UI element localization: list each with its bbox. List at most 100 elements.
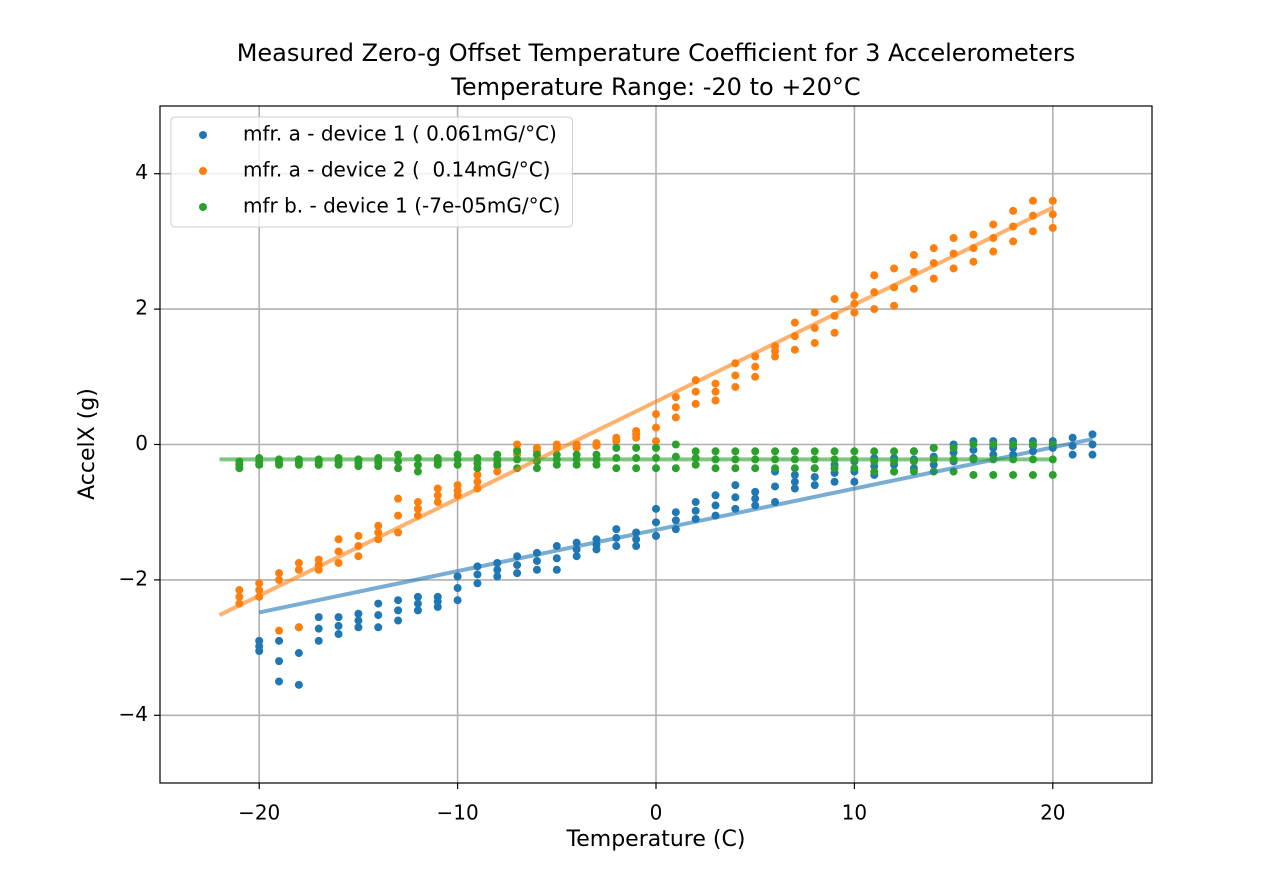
point xyxy=(394,616,403,625)
point xyxy=(671,508,680,517)
point xyxy=(790,447,799,456)
point xyxy=(453,572,462,581)
point xyxy=(235,592,244,601)
point xyxy=(771,447,780,456)
y-tick-label: −4 xyxy=(119,702,148,726)
point xyxy=(870,447,879,456)
y-tick-label: −2 xyxy=(119,566,148,590)
point xyxy=(354,616,363,625)
point xyxy=(969,257,978,266)
legend: mfr. a - device 1 ( 0.061mG/°C) mfr. a - … xyxy=(170,116,573,228)
point xyxy=(1048,196,1057,205)
point xyxy=(790,484,799,493)
point xyxy=(612,433,621,442)
point xyxy=(433,592,442,601)
point xyxy=(275,636,284,645)
point xyxy=(870,305,879,314)
point xyxy=(810,308,819,317)
point xyxy=(632,443,641,452)
legend-box xyxy=(170,116,573,228)
fit-line xyxy=(218,205,1054,617)
point xyxy=(374,599,383,608)
point xyxy=(1028,227,1037,236)
point xyxy=(1009,237,1018,246)
point xyxy=(314,555,323,564)
point xyxy=(652,504,660,513)
point xyxy=(433,498,442,507)
point xyxy=(413,460,422,469)
point xyxy=(294,623,303,632)
point xyxy=(334,535,343,544)
point xyxy=(731,447,740,456)
point xyxy=(652,518,660,527)
point xyxy=(691,506,700,515)
x-tick-label: 20 xyxy=(1040,801,1065,825)
point xyxy=(532,464,541,473)
point xyxy=(255,586,264,595)
point xyxy=(711,387,720,396)
point xyxy=(909,467,918,476)
point xyxy=(334,613,343,622)
point xyxy=(632,426,641,435)
chart-subtitle: Temperature Range: -20 to +20°C xyxy=(450,73,860,101)
point xyxy=(334,558,343,567)
point xyxy=(671,403,680,412)
point xyxy=(751,362,760,371)
point xyxy=(671,464,680,473)
point xyxy=(652,423,660,432)
point xyxy=(989,247,998,256)
point xyxy=(453,584,462,593)
point xyxy=(632,535,641,544)
point xyxy=(652,531,660,540)
point xyxy=(731,481,740,490)
legend-marker xyxy=(199,203,207,211)
point xyxy=(1009,206,1018,215)
point xyxy=(929,443,938,452)
point xyxy=(671,516,680,525)
legend-marker xyxy=(199,167,207,175)
point xyxy=(413,498,422,507)
point xyxy=(394,494,403,503)
point xyxy=(830,294,839,303)
point xyxy=(850,447,859,456)
point xyxy=(572,552,581,561)
point xyxy=(294,565,303,574)
x-axis-label: Temperature (C) xyxy=(566,827,746,852)
point xyxy=(532,443,541,452)
point xyxy=(334,630,343,639)
point xyxy=(552,440,561,449)
point xyxy=(572,450,581,459)
point xyxy=(890,447,899,456)
x-tick-label: 10 xyxy=(842,801,867,825)
point xyxy=(949,264,958,273)
x-tick-label: −10 xyxy=(436,801,478,825)
point xyxy=(790,345,799,354)
point xyxy=(810,481,819,490)
point xyxy=(731,464,740,473)
point xyxy=(294,558,303,567)
point xyxy=(255,636,264,645)
point xyxy=(790,477,799,486)
point xyxy=(453,481,462,490)
point xyxy=(850,477,859,486)
legend-label: mfr. a - device 1 ( 0.061mG/°C) xyxy=(243,122,557,146)
point xyxy=(374,611,383,620)
point xyxy=(711,464,720,473)
point xyxy=(1088,440,1097,449)
point xyxy=(354,623,363,632)
point xyxy=(1068,433,1077,442)
point xyxy=(890,264,899,273)
point xyxy=(711,501,720,510)
point xyxy=(909,284,918,293)
point xyxy=(493,565,502,574)
point xyxy=(612,443,621,452)
point xyxy=(1088,450,1097,459)
point xyxy=(711,491,720,500)
point xyxy=(691,498,700,507)
point xyxy=(354,531,363,540)
point xyxy=(1048,210,1057,219)
point xyxy=(334,621,343,630)
point xyxy=(1028,196,1037,205)
point xyxy=(294,680,303,689)
point xyxy=(473,470,482,479)
